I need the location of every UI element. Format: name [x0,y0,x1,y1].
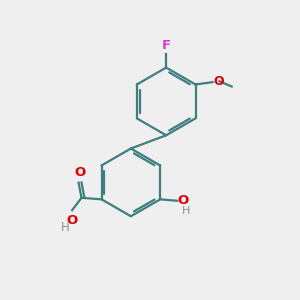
Text: O: O [67,214,78,227]
Text: F: F [162,39,171,52]
Text: O: O [74,166,85,179]
Text: O: O [213,75,224,88]
Text: H: H [182,206,190,216]
Text: H: H [61,221,70,234]
Text: O: O [178,194,189,207]
